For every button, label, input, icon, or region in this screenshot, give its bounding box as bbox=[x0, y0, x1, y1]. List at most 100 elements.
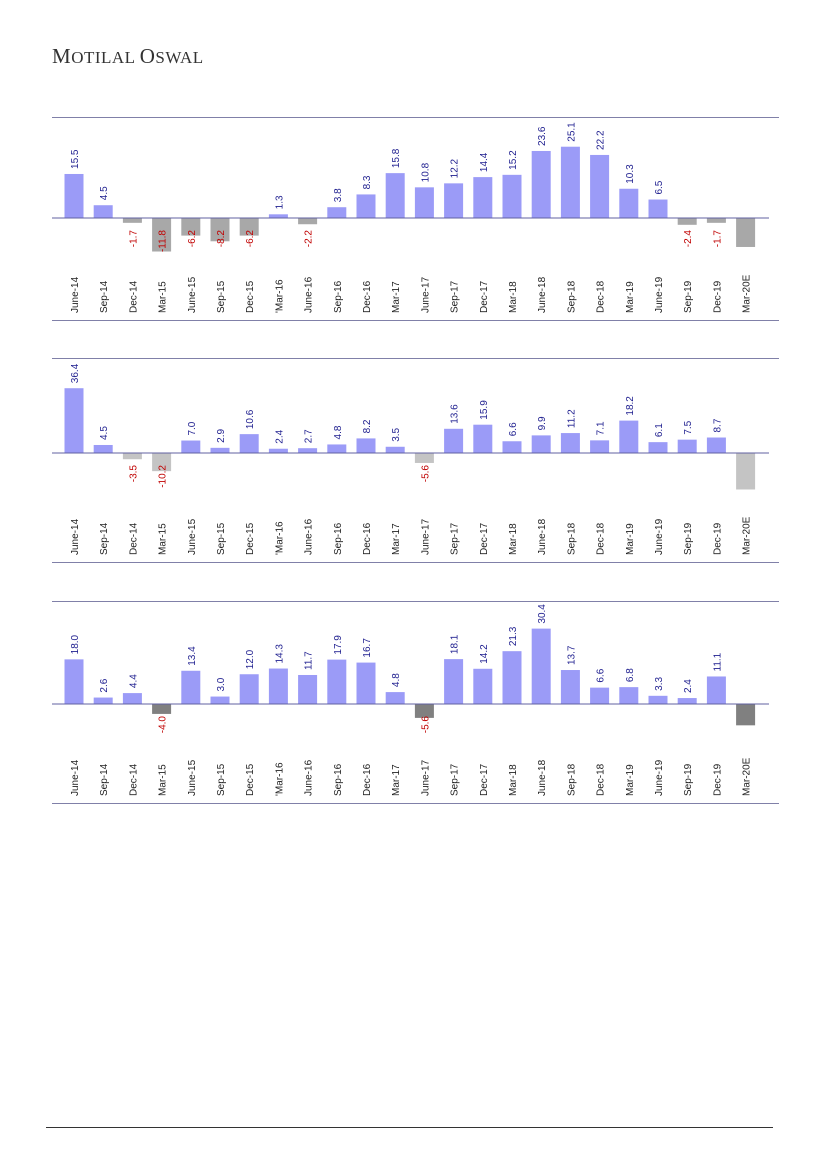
data-label: 6.1 bbox=[654, 423, 665, 437]
bar bbox=[210, 696, 230, 704]
data-label: 10.8 bbox=[420, 162, 431, 182]
data-label: 13.6 bbox=[450, 404, 461, 424]
x-tick-label: June-14 bbox=[70, 518, 81, 555]
bar bbox=[64, 173, 84, 218]
bar bbox=[414, 453, 434, 463]
x-tick-label: Dec-16 bbox=[362, 763, 373, 796]
data-label: 10.6 bbox=[245, 409, 256, 429]
bar-chart-1: 15.5 June-14 4.5 Sep-14 -1.7 Dec-14 -11.8 Mar-1… bbox=[52, 117, 779, 321]
data-label: 1.3 bbox=[274, 195, 285, 209]
data-label: 15.8 bbox=[391, 148, 402, 168]
data-label: 3.3 bbox=[654, 676, 665, 690]
bar bbox=[268, 214, 288, 218]
data-label: 4.5 bbox=[99, 426, 110, 440]
data-label: 10.3 bbox=[625, 164, 636, 184]
chart-svg: 15.5 June-14 4.5 Sep-14 -1.7 Dec-14 -11.8 Mar-1… bbox=[52, 117, 779, 321]
data-label: 11.2 bbox=[566, 409, 577, 428]
data-label: 15.9 bbox=[479, 400, 490, 420]
data-label: 14.2 bbox=[479, 644, 490, 664]
data-label: -10.2 bbox=[158, 465, 169, 488]
x-tick-label: Mar-15 bbox=[158, 523, 169, 555]
bar bbox=[93, 444, 113, 453]
data-label: 12.2 bbox=[450, 158, 461, 178]
logo-initial-m: M bbox=[52, 44, 72, 68]
data-label: 4.5 bbox=[99, 186, 110, 200]
bar bbox=[473, 668, 493, 704]
bar bbox=[502, 441, 522, 453]
x-tick-label: June-14 bbox=[70, 276, 81, 313]
data-label: 4.8 bbox=[333, 425, 344, 439]
bar-chart-2: 36.4 June-14 4.5 Sep-14 -3.5 Dec-14 -10.2 Mar-1… bbox=[52, 358, 779, 563]
bar bbox=[706, 676, 726, 704]
bar bbox=[356, 438, 376, 453]
data-label: -6.2 bbox=[245, 230, 256, 248]
bar bbox=[239, 674, 259, 704]
x-tick-label: Dec-14 bbox=[128, 522, 139, 555]
bar bbox=[152, 218, 172, 252]
data-label: 11.7 bbox=[304, 651, 315, 670]
bar bbox=[210, 218, 230, 242]
data-label: 36.4 bbox=[70, 363, 81, 383]
x-tick-label: June-18 bbox=[537, 518, 548, 555]
x-tick-label: Dec-19 bbox=[712, 522, 723, 555]
data-label: 2.6 bbox=[99, 678, 110, 692]
bar bbox=[298, 674, 318, 704]
data-label: -5.6 bbox=[420, 716, 431, 734]
bar bbox=[122, 453, 142, 460]
bar bbox=[64, 659, 84, 704]
x-tick-label: Sep-14 bbox=[99, 763, 110, 796]
bar bbox=[327, 444, 347, 453]
x-tick-label: June-19 bbox=[654, 276, 665, 313]
bar bbox=[736, 453, 756, 490]
bar bbox=[444, 183, 464, 218]
x-tick-label: Dec-14 bbox=[128, 280, 139, 313]
bar bbox=[385, 173, 405, 218]
x-tick-label: Dec-16 bbox=[362, 280, 373, 313]
x-tick-label: Mar-18 bbox=[508, 523, 519, 555]
data-label: 2.7 bbox=[304, 429, 315, 443]
x-tick-label: June-16 bbox=[304, 518, 315, 555]
data-label: -11.8 bbox=[158, 230, 169, 252]
x-tick-label: Dec-17 bbox=[479, 763, 490, 796]
data-label: 18.0 bbox=[70, 634, 81, 654]
bar bbox=[590, 687, 610, 704]
data-label: 14.4 bbox=[479, 152, 490, 172]
data-label: -1.7 bbox=[712, 230, 723, 248]
data-label: 18.2 bbox=[625, 396, 636, 416]
x-tick-label: 'Mar-16 bbox=[274, 762, 285, 796]
data-label: 23.6 bbox=[537, 126, 548, 146]
x-tick-label: Mar-19 bbox=[625, 523, 636, 555]
x-tick-label: 'Mar-16 bbox=[274, 521, 285, 555]
x-tick-label: June-17 bbox=[420, 276, 431, 313]
bar bbox=[93, 205, 113, 218]
data-label: 11.1 bbox=[712, 652, 723, 671]
x-tick-label: Mar-15 bbox=[158, 281, 169, 313]
x-tick-label: Sep-17 bbox=[450, 763, 461, 796]
bar bbox=[648, 695, 668, 704]
chart-svg: 36.4 June-14 4.5 Sep-14 -3.5 Dec-14 -10.2 Mar-1… bbox=[52, 358, 779, 563]
data-label: 6.8 bbox=[625, 668, 636, 682]
x-tick-label: 'Mar-16 bbox=[274, 279, 285, 313]
bar bbox=[736, 704, 756, 726]
x-tick-label: Dec-17 bbox=[479, 522, 490, 555]
x-tick-label: Sep-17 bbox=[450, 522, 461, 555]
bar bbox=[356, 662, 376, 704]
bar bbox=[268, 668, 288, 704]
data-label: 9.9 bbox=[537, 416, 548, 430]
bar-chart-3: 18.0 June-14 2.6 Sep-14 4.4 Dec-14 -4.0 Mar-15 1… bbox=[52, 601, 779, 804]
footer-divider bbox=[46, 1127, 773, 1128]
bar bbox=[298, 218, 318, 225]
bar bbox=[327, 659, 347, 704]
x-tick-label: June-15 bbox=[187, 276, 198, 313]
data-label: -3.5 bbox=[128, 465, 139, 483]
x-tick-label: June-18 bbox=[537, 759, 548, 796]
bar bbox=[385, 446, 405, 453]
x-tick-label: Sep-18 bbox=[566, 280, 577, 313]
bar bbox=[414, 187, 434, 218]
bar bbox=[444, 659, 464, 704]
data-label: 14.3 bbox=[274, 644, 285, 664]
data-label: 15.5 bbox=[70, 149, 81, 169]
x-tick-label: Sep-14 bbox=[99, 522, 110, 555]
bar bbox=[298, 448, 318, 453]
bar bbox=[677, 218, 697, 225]
